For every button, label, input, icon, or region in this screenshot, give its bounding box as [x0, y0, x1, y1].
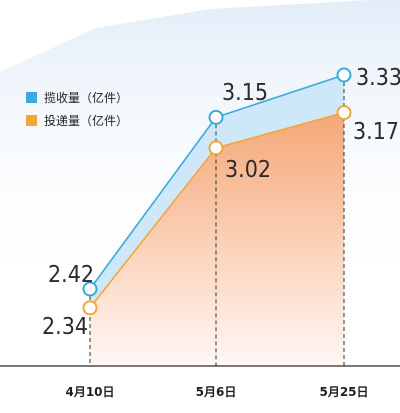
- data-markers: [82, 67, 352, 316]
- collect-value-label: 3.33: [356, 65, 400, 91]
- deliver-point-0: [82, 300, 98, 316]
- deliver-value-label: 3.17: [353, 119, 399, 145]
- collect-value-label: 3.15: [222, 80, 268, 106]
- deliver-area: [90, 112, 344, 366]
- legend: 揽收量（亿件） 投递量（亿件）: [26, 90, 128, 128]
- x-tick-label: 5月25日: [319, 385, 368, 399]
- x-tick-labels: 4月10日 5月6日 5月25日: [65, 385, 368, 399]
- x-tick-label: 4月10日: [65, 385, 114, 399]
- collect-point-0: [82, 281, 98, 297]
- vertical-dash-lines: [89, 75, 345, 366]
- legend-label-deliver: 投递量（亿件）: [44, 113, 128, 128]
- deliver-point-2: [336, 105, 352, 121]
- value-labels: 2.42 3.15 3.33 2.34 3.02 3.17: [42, 65, 400, 340]
- legend-label-collect: 揽收量（亿件）: [44, 90, 128, 105]
- x-tick-label: 5月6日: [196, 385, 237, 399]
- deliver-value-label: 2.34: [42, 314, 88, 340]
- collect-value-label: 2.42: [48, 262, 94, 288]
- legend-swatch-collect: [26, 92, 37, 103]
- deliver-point-1: [208, 140, 224, 156]
- collect-point-1: [208, 109, 224, 125]
- legend-swatch-deliver: [26, 115, 37, 126]
- deliver-value-label: 3.02: [225, 157, 271, 183]
- collect-point-2: [336, 67, 352, 83]
